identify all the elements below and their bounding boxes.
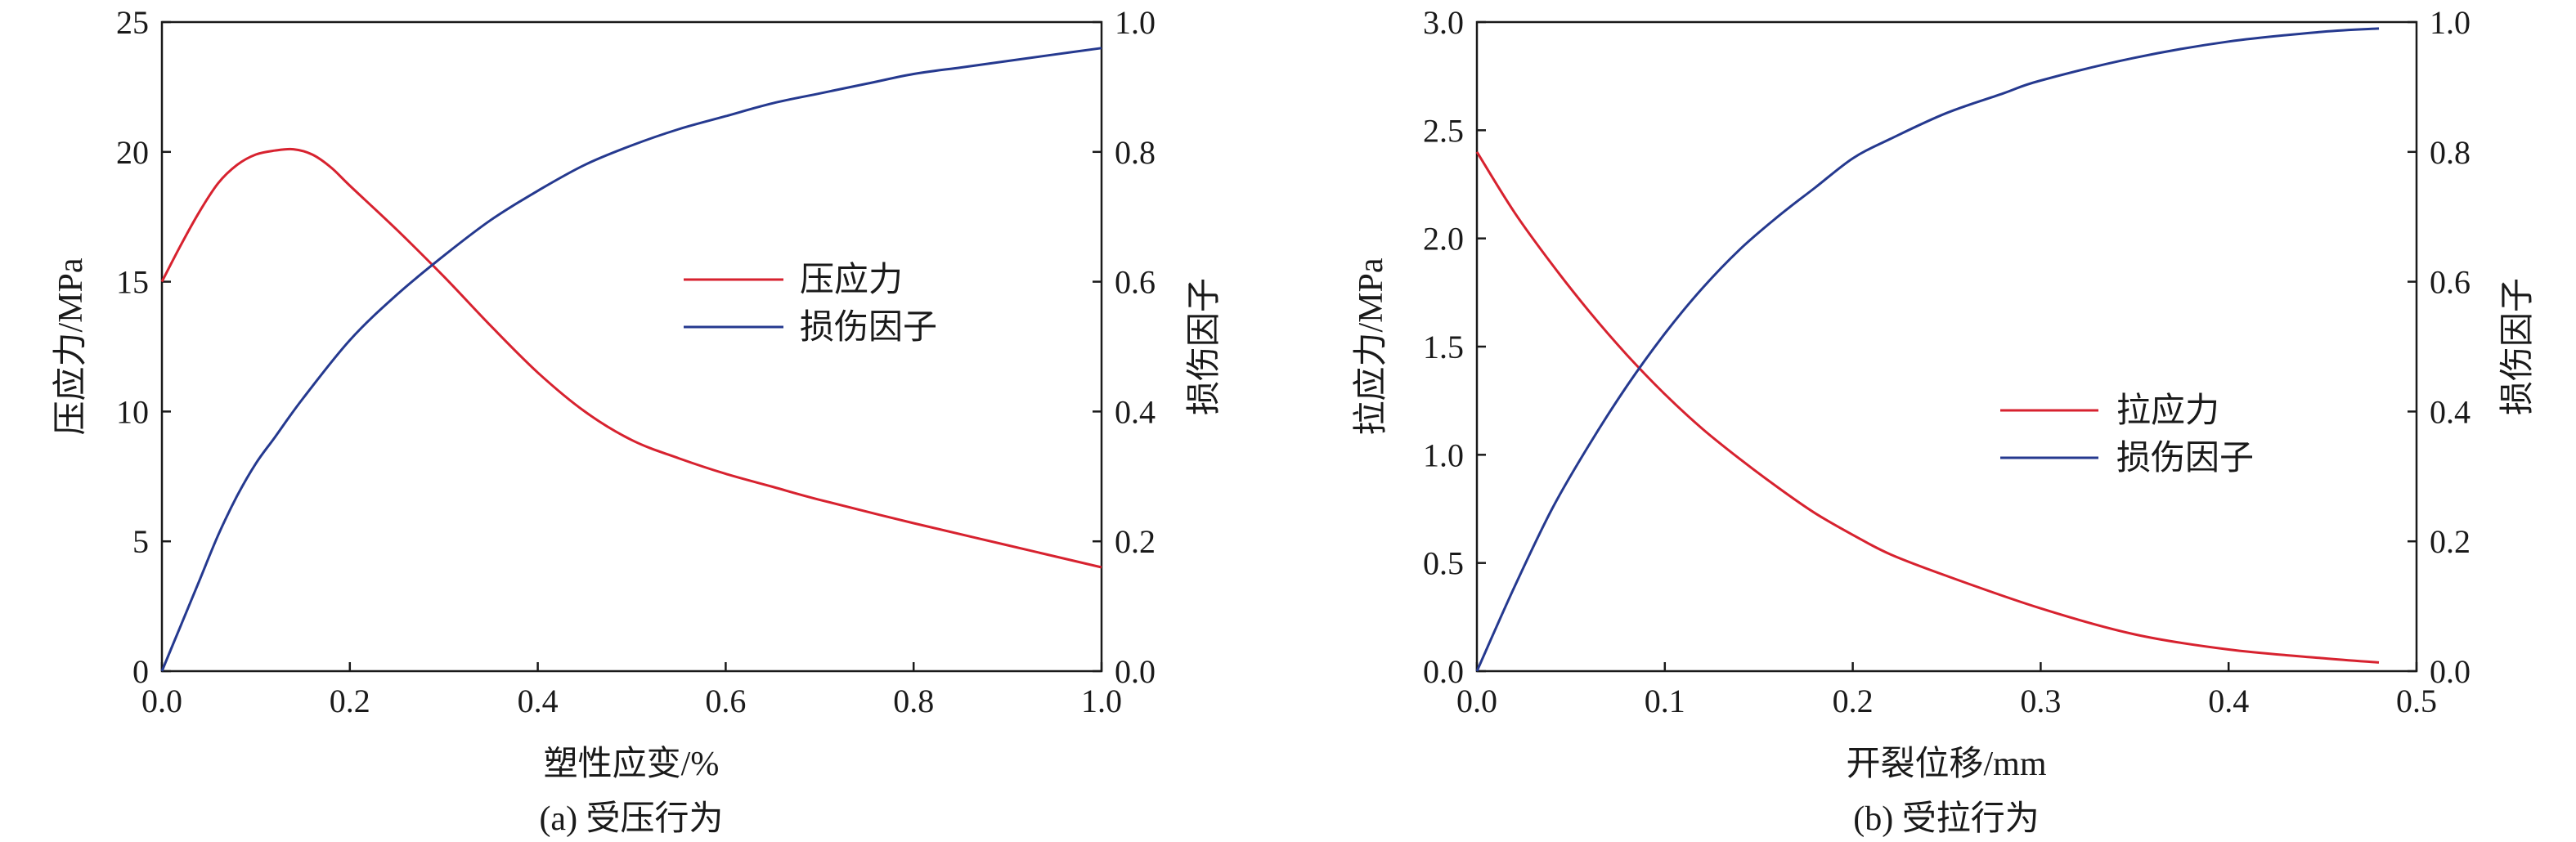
panel-caption: (b) 受拉行为: [1853, 799, 2039, 838]
series-lines: [160, 47, 1102, 672]
y-right-axis-label: 损伤因子: [2499, 278, 2537, 415]
y-left-axis-label: 拉应力/MPa: [1352, 258, 1390, 435]
legend: 压应力 损伤因子: [684, 261, 937, 347]
x-tick-label: 0.4: [518, 683, 559, 719]
y-right-tick-label: 0.4: [1115, 393, 1156, 430]
y-left-axis-ticks: 0 5 10 15 20 25: [116, 4, 171, 690]
y-right-tick-label: 0.0: [1115, 653, 1156, 690]
y-left-tick-label: 1.5: [1423, 329, 1464, 365]
x-axis-ticks: 0.0 0.1 0.2 0.3 0.4 0.5: [1456, 662, 2437, 719]
y-right-axis-ticks: 0.0 0.2 0.4 0.6 0.8 1.0: [2408, 4, 2471, 690]
y-left-tick-label: 0.0: [1423, 653, 1464, 690]
y-right-tick-label: 0.6: [1115, 264, 1156, 301]
series-line-damage-factor: [1475, 27, 2380, 672]
x-axis-label: 塑性应变/%: [544, 745, 720, 783]
plot-frame: [160, 20, 1103, 673]
x-tick-label: 0.8: [893, 683, 934, 719]
panel-caption: (a) 受压行为: [539, 800, 723, 838]
y-left-tick-label: 5: [132, 523, 149, 560]
legend: 拉应力 损伤因子: [2000, 392, 2254, 477]
x-axis-label: 开裂位移/mm: [1846, 745, 2046, 783]
y-right-tick-label: 1.0: [1115, 4, 1156, 41]
legend-label-damage-factor: 损伤因子: [2116, 440, 2254, 477]
legend-label-tensile-stress: 拉应力: [2116, 392, 2219, 430]
y-left-tick-label: 20: [116, 134, 149, 171]
legend-label-damage-factor: 损伤因子: [800, 309, 937, 347]
x-tick-label: 0.2: [1833, 683, 1874, 719]
y-left-tick-label: 2.0: [1423, 221, 1464, 258]
y-right-tick-label: 0.0: [2430, 653, 2471, 690]
y-right-tick-label: 0.8: [2430, 134, 2471, 171]
y-left-tick-label: 0.5: [1423, 545, 1464, 582]
x-tick-label: 0.3: [2020, 683, 2061, 719]
y-left-tick-label: 1.0: [1423, 437, 1464, 473]
y-left-tick-label: 2.5: [1423, 112, 1464, 149]
legend-label-compressive-stress: 压应力: [800, 261, 903, 299]
x-tick-label: 0.5: [2396, 683, 2437, 719]
x-tick-label: 0.2: [330, 683, 370, 719]
y-left-tick-label: 0: [132, 653, 149, 690]
y-right-tick-label: 1.0: [2430, 4, 2471, 41]
y-left-tick-label: 10: [116, 393, 149, 430]
y-left-tick-label: 25: [116, 4, 149, 41]
x-tick-label: 0.0: [1456, 683, 1497, 719]
y-right-tick-label: 0.8: [1115, 134, 1156, 171]
y-right-tick-label: 0.2: [1115, 523, 1156, 560]
y-left-axis-label: 压应力/MPa: [52, 258, 90, 435]
x-tick-label: 0.4: [2208, 683, 2249, 719]
x-tick-label: 0.1: [1645, 683, 1685, 719]
y-left-tick-label: 15: [116, 264, 149, 301]
x-tick-label: 0.6: [705, 683, 746, 719]
chart-panel-b: 0.0 0.1 0.2 0.3 0.4 0.5 0.00.51.01.52.02.53.0…: [1352, 4, 2537, 838]
y-right-tick-label: 0.6: [2430, 264, 2471, 301]
x-tick-label: 0.0: [141, 683, 182, 719]
series-lines: [1475, 27, 2380, 672]
x-axis-ticks: 0.0 0.2 0.4 0.6 0.8 1.0: [141, 662, 1122, 719]
y-right-axis-label: 损伤因子: [1186, 278, 1223, 415]
x-tick-label: 1.0: [1081, 683, 1122, 719]
y-right-tick-label: 0.4: [2430, 393, 2471, 430]
series-line-stress: [1475, 151, 2380, 664]
y-left-tick-label: 3.0: [1423, 4, 1464, 41]
y-right-axis-ticks: 0.0 0.2 0.4 0.6 0.8 1.0: [1093, 4, 1156, 690]
y-left-axis-ticks: 0.0 0.5 1.0 1.5 2.0 2.5 3.0: [1423, 4, 1486, 690]
series-line-damage-factor: [160, 47, 1102, 672]
y-right-tick-label: 0.2: [2430, 523, 2471, 560]
series-line-stress: [160, 147, 1102, 569]
